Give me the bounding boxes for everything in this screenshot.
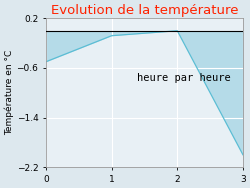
Title: Evolution de la température: Evolution de la température <box>51 4 238 17</box>
Y-axis label: Température en °C: Température en °C <box>4 50 14 135</box>
Text: heure par heure: heure par heure <box>137 73 231 83</box>
